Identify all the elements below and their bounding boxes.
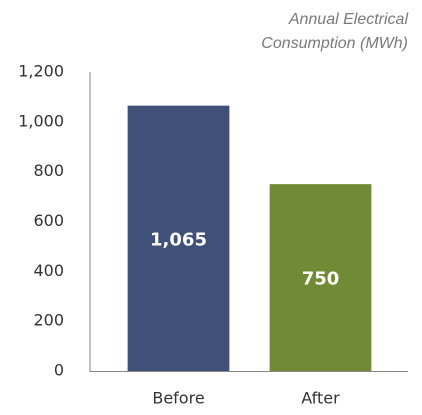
y-tick-label: 200 (33, 311, 64, 330)
data-label: 750 (302, 269, 340, 290)
y-tick-label: 1,000 (18, 111, 64, 130)
x-tick-label: Before (152, 389, 204, 408)
bar (127, 105, 230, 371)
y-tick-label: 1,200 (18, 62, 64, 81)
x-tick-label: After (301, 389, 340, 408)
y-tick-label: 0 (54, 361, 64, 380)
y-tick-label: 400 (33, 261, 64, 280)
bar (269, 184, 372, 371)
y-tick-label: 600 (33, 211, 64, 230)
data-label: 1,065 (150, 229, 207, 250)
y-tick-label: 800 (33, 161, 64, 180)
chart-title: Annual Electrical Consumption (MWh) (261, 11, 408, 52)
